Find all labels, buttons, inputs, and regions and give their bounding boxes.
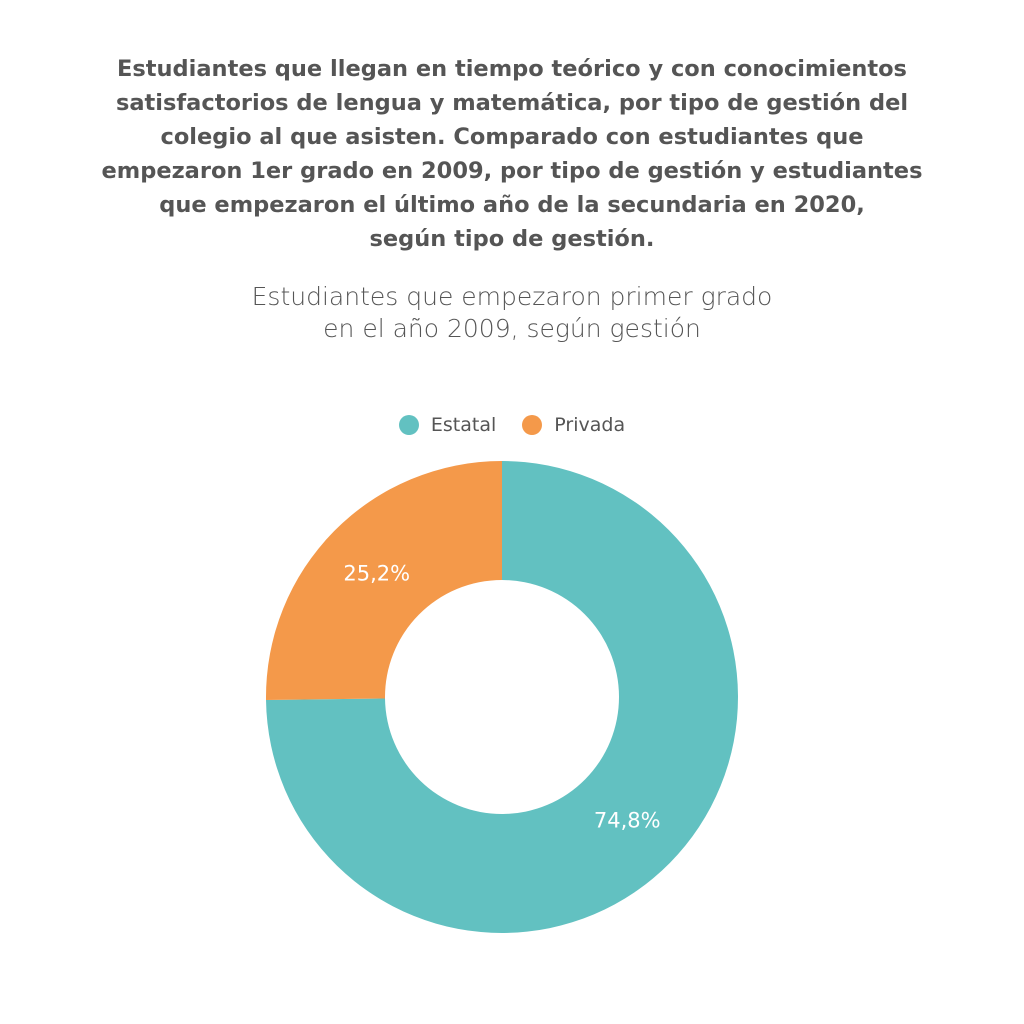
- title-line: que empezaron el último año de la secund…: [159, 192, 865, 218]
- legend-item-estatal[interactable]: Estatal: [398, 414, 497, 436]
- legend-marker: [398, 415, 419, 435]
- data-label-estatal: 74,8%: [594, 809, 661, 833]
- data-label-privada: 25,2%: [343, 561, 410, 585]
- title-line: satisfactorios de lengua y matemática, p…: [115, 90, 909, 116]
- chart-title-line: Estudiantes que empezaron primer grado: [251, 282, 773, 311]
- legend: Estatal Privada: [0, 414, 1024, 436]
- legend-marker: [522, 415, 543, 435]
- slice-estatal[interactable]: [266, 461, 738, 934]
- slice-privada[interactable]: [266, 461, 502, 700]
- title-line: según tipo de gestión.: [369, 226, 655, 252]
- title-line: Estudiantes que llegan en tiempo teórico…: [117, 56, 907, 82]
- legend-label: Privada: [554, 414, 626, 436]
- title-line: colegio al que asisten. Comparado con es…: [160, 124, 864, 150]
- chart-title-line: en el año 2009, según gestión: [323, 314, 701, 343]
- legend-item-privada[interactable]: Privada: [522, 414, 625, 436]
- chart-title: Estudiantes que empezaron primer grado e…: [0, 281, 1024, 345]
- legend-label: Estatal: [430, 414, 497, 436]
- page-title: Estudiantes que llegan en tiempo teórico…: [0, 52, 1024, 256]
- title-line: empezaron 1er grado en 2009, por tipo de…: [101, 158, 923, 184]
